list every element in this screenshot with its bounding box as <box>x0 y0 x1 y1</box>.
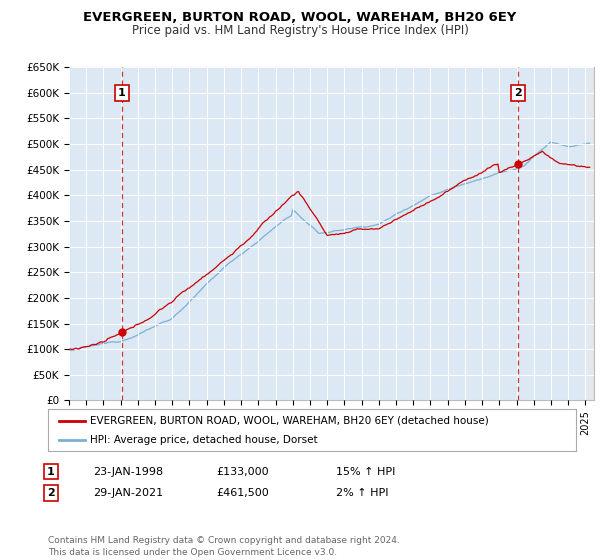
Text: Price paid vs. HM Land Registry's House Price Index (HPI): Price paid vs. HM Land Registry's House … <box>131 24 469 36</box>
Text: EVERGREEN, BURTON ROAD, WOOL, WAREHAM, BH20 6EY: EVERGREEN, BURTON ROAD, WOOL, WAREHAM, B… <box>83 11 517 24</box>
Text: 15% ↑ HPI: 15% ↑ HPI <box>336 466 395 477</box>
Text: 2: 2 <box>514 88 521 98</box>
Text: £461,500: £461,500 <box>216 488 269 498</box>
Polygon shape <box>586 67 594 400</box>
Text: HPI: Average price, detached house, Dorset: HPI: Average price, detached house, Dors… <box>90 435 318 445</box>
Text: Contains HM Land Registry data © Crown copyright and database right 2024.
This d: Contains HM Land Registry data © Crown c… <box>48 536 400 557</box>
Text: 1: 1 <box>47 466 55 477</box>
Text: 29-JAN-2021: 29-JAN-2021 <box>93 488 163 498</box>
Text: 2: 2 <box>47 488 55 498</box>
Text: 1: 1 <box>118 88 126 98</box>
Text: 23-JAN-1998: 23-JAN-1998 <box>93 466 163 477</box>
Text: 2% ↑ HPI: 2% ↑ HPI <box>336 488 389 498</box>
Text: EVERGREEN, BURTON ROAD, WOOL, WAREHAM, BH20 6EY (detached house): EVERGREEN, BURTON ROAD, WOOL, WAREHAM, B… <box>90 416 489 426</box>
Text: £133,000: £133,000 <box>216 466 269 477</box>
